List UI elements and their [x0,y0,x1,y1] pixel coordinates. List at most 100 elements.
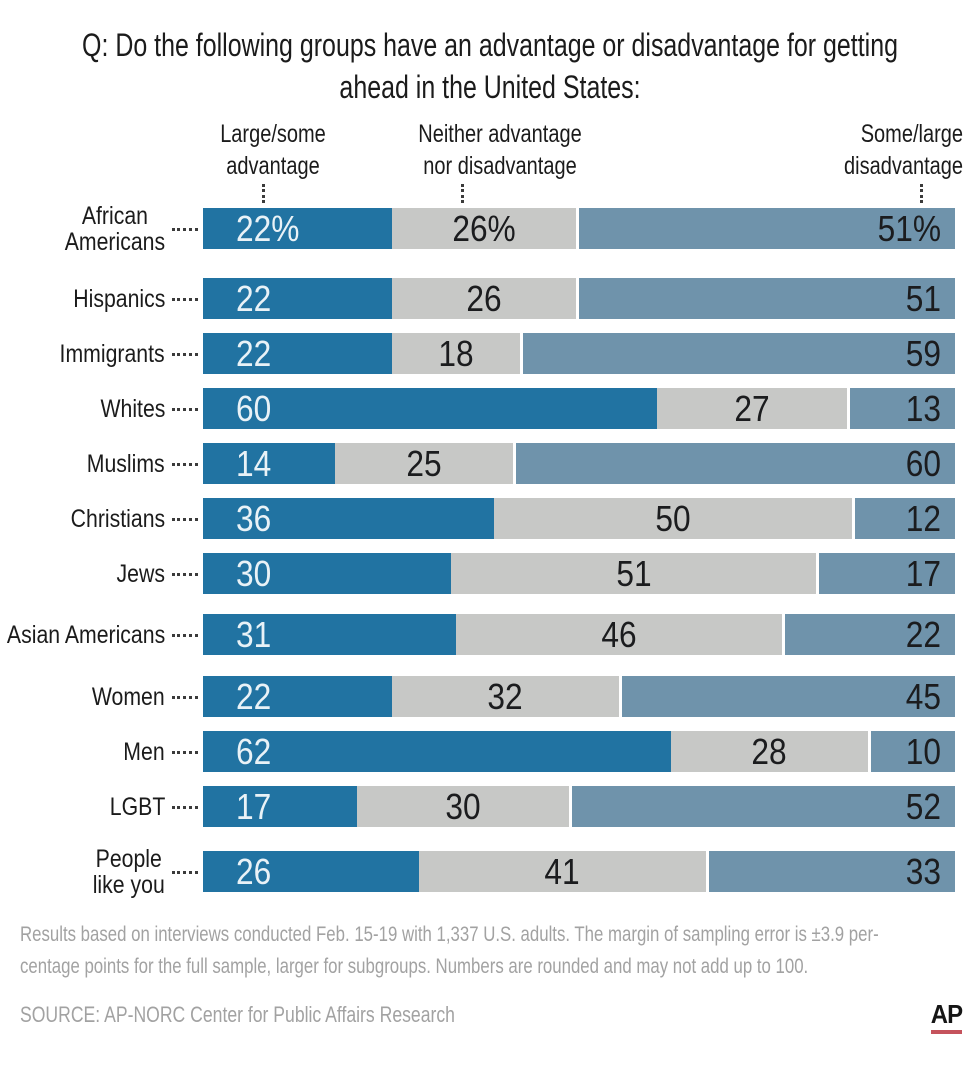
bar-segment-disadvantage: 22 [782,613,955,656]
ap-logo: AP [928,999,963,1035]
bar-segment-advantage: 22% [203,208,392,250]
chart-row: Jews 30 51 17 [0,552,955,595]
leader-dots [172,298,198,302]
leader-dots [172,573,198,577]
source-credit: SOURCE: AP-NORC Center for Public Affair… [20,1002,455,1028]
bar-segment-advantage: 60 [203,388,658,430]
value-label-disadvantage: 51 [905,277,941,319]
category-label: Asian Americans [0,622,203,648]
category-label-text: Christians [70,504,165,533]
bar-segment-advantage: 26 [203,850,419,893]
header-advantage: Large/some advantage [220,120,326,181]
bar-segment-advantage: 31 [203,613,456,656]
value-label-disadvantage: 22 [905,613,941,655]
bar-segment-advantage: 14 [203,442,336,485]
bar-segment-neither: 32 [392,676,619,718]
chart-row: Asian Americans 31 46 22 [0,613,955,656]
leader-dots [172,463,198,467]
value-label-advantage: 22 [236,277,272,319]
chart-row: Muslims 14 25 60 [0,442,955,485]
leader-dots [172,634,198,638]
value-label-disadvantage: 13 [905,387,942,429]
value-label-disadvantage: 59 [905,332,941,374]
category-label: Whites [0,396,203,422]
category-label-text: Women [92,682,165,711]
bar-segment-disadvantage: 51 [576,277,955,320]
bar-segment-neither: 51 [450,552,817,595]
category-label-text: Asian Americans [6,620,165,649]
bar-segment-disadvantage: 10 [867,731,955,773]
chart-title: Q: Do the following groups have an advan… [82,27,898,106]
stacked-bar: 22 18 59 [203,332,955,375]
chart-row: Immigrants 22 18 59 [0,332,955,375]
bar-segment-neither: 41 [418,850,707,893]
chart-row: Women 22 32 45 [0,675,955,718]
value-label-disadvantage: 60 [905,442,941,484]
category-label: LGBT [0,794,203,820]
category-label-text: Hispanics [72,284,165,313]
bar-segment-neither: 30 [356,786,570,828]
stacked-bar: 62 28 10 [203,731,955,773]
bar-segment-advantage: 22 [203,675,392,718]
leader-dots [172,228,198,232]
value-label-neither: 46 [601,613,637,655]
category-label-text: Men [123,737,165,766]
bar-segment-disadvantage: 60 [512,442,955,485]
value-label-advantage: 22 [236,675,272,717]
category-label: Muslims [0,451,203,477]
chart-row: Christians 36 50 12 [0,497,955,540]
bar-segment-neither: 26% [392,208,577,250]
bar-segment-disadvantage: 17 [816,552,955,595]
value-label-advantage: 26 [236,850,272,892]
leader-dots [172,518,198,522]
bar-segment-advantage: 30 [203,552,451,595]
value-label-disadvantage: 17 [905,552,941,594]
category-label-text: People like you [92,844,165,899]
bar-segment-disadvantage: 51% [576,208,955,250]
stacked-bar: 17 30 52 [203,785,956,828]
legend-headers: Large/some advantage Neither advantage n… [0,118,980,204]
category-label-text: Jews [116,559,165,588]
value-label-disadvantage: 52 [905,785,942,827]
chart-row: Men 62 28 10 [0,731,955,773]
chart-row: Whites 60 27 13 [0,387,956,430]
stacked-bar-chart: African Americans 22% 26% 51% Hispanics … [0,203,956,898]
value-label-advantage: 22 [236,332,272,374]
dotted-tick-neither [461,184,464,204]
stacked-bar: 22% 26% 51% [203,208,955,250]
chart-row: People like you 26 41 33 [0,846,955,898]
category-label: Christians [0,506,203,532]
value-label-advantage: 14 [236,442,272,484]
footnote-text: Results based on interviews conducted Fe… [20,923,879,978]
value-label-advantage: 30 [236,552,272,594]
value-label-advantage: 31 [236,613,272,655]
value-label-advantage: 36 [236,497,272,539]
header-disadvantage: Some/large disadvantage [844,120,963,181]
category-label-text: African Americans [64,201,165,256]
ap-logo-underline [931,1030,962,1035]
bar-segment-disadvantage: 13 [846,387,956,430]
bar-segment-neither: 46 [455,613,782,656]
bar-segment-disadvantage: 12 [852,498,955,540]
bar-segment-neither: 25 [335,443,513,485]
value-label-neither: 51 [615,552,652,594]
category-label-text: Whites [100,394,165,423]
value-label-neither: 41 [544,850,581,892]
leader-dots [172,806,198,810]
category-label-text: Muslims [87,449,165,478]
dotted-tick-advantage [262,184,265,204]
bar-segment-disadvantage: 52 [569,785,956,828]
leader-dots [172,696,198,700]
category-label: African Americans [0,203,203,255]
ap-logo-text: AP [930,999,963,1030]
stacked-bar: 26 41 33 [203,850,955,893]
category-label: Women [0,684,203,710]
bar-segment-disadvantage: 59 [519,332,955,375]
stacked-bar: 22 32 45 [203,675,955,718]
chart-row: African Americans 22% 26% 51% [0,203,955,255]
header-neither: Neither advantage nor disadvantage [418,120,582,181]
bar-segment-disadvantage: 45 [618,676,955,718]
bar-segment-neither: 50 [493,498,853,540]
bar-segment-neither: 27 [657,388,847,430]
stacked-bar: 14 25 60 [203,442,955,485]
